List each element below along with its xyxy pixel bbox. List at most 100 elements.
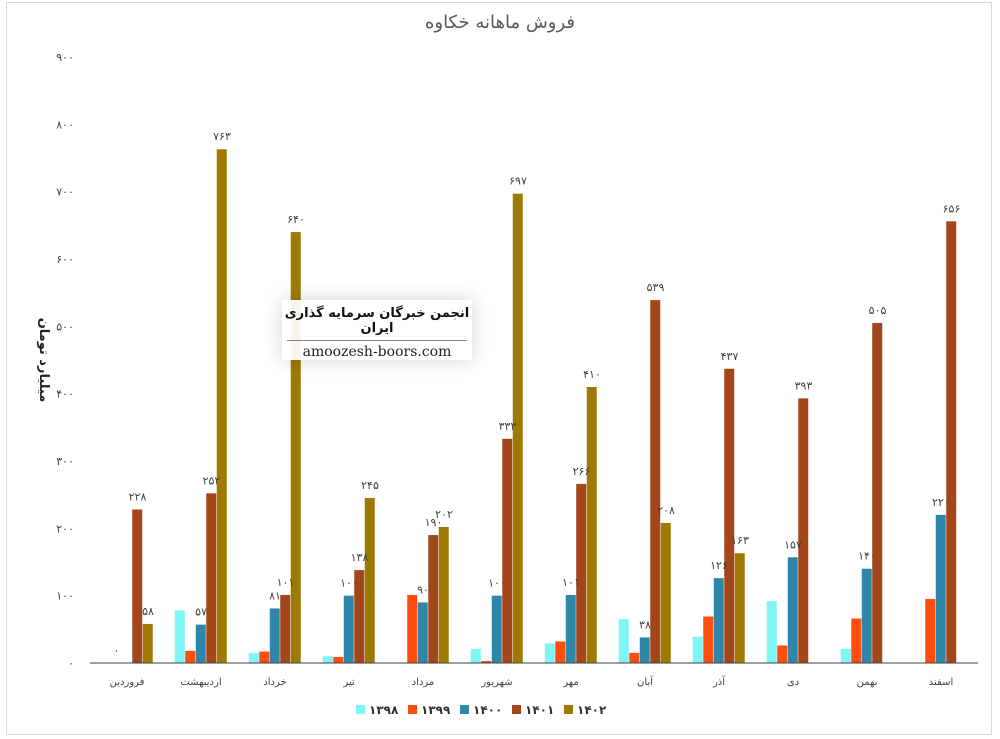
bar-9-series-3 (713, 578, 724, 663)
bar-2-series-2 (185, 650, 196, 663)
y-tick-label: ۲۰۰ (56, 522, 74, 535)
bar-8-series-2 (629, 652, 640, 663)
bar-3-series-4 (280, 594, 291, 663)
legend-label: ۱۴۰۰ (473, 703, 502, 717)
bar-12-series-4 (946, 221, 957, 663)
bar-10-series-4 (798, 398, 809, 663)
x-tick-label: فروردین (110, 677, 145, 688)
bar-3-series-1 (248, 652, 259, 663)
bar-2-series-5 (216, 149, 227, 663)
bar-6-series-5 (512, 193, 523, 664)
legend-swatch (408, 705, 417, 714)
bar-7-series-4 (576, 483, 587, 663)
data-label: ۱۵۷ (784, 538, 802, 551)
data-label: ۵۷ (195, 606, 207, 619)
bar-10-series-3 (787, 557, 798, 663)
bar-6-series-3 (491, 595, 502, 663)
bar-8-series-5 (660, 522, 671, 663)
data-label: ۳۸ (639, 618, 651, 631)
data-label: ۷۶۳ (213, 130, 231, 143)
bar-2-series-3 (195, 624, 206, 663)
data-label: ۲۲۰ (932, 496, 950, 509)
y-tick-label: ۰ (68, 657, 74, 670)
data-label: ۱۴۰ (858, 550, 876, 563)
watermark: انجمن خبرگان سرمایه گذاری ایران amoozesh… (282, 300, 472, 360)
legend-swatch (564, 705, 573, 714)
bar-5-series-2 (407, 594, 418, 663)
bar-11-series-3 (861, 568, 872, 663)
legend-swatch (512, 705, 521, 714)
y-tick-label: ۵۰۰ (56, 320, 74, 333)
x-tick-label: بهمن (857, 677, 878, 688)
bar-8-series-3 (639, 637, 650, 663)
data-label: ۲۰۸ (657, 504, 675, 517)
bar-6-series-1 (470, 648, 481, 663)
data-label: ۵۸ (142, 605, 154, 618)
bar-2-series-4 (206, 493, 217, 663)
data-label: ۱۰۱ (277, 576, 295, 589)
x-tick-label: دی (787, 677, 799, 688)
bar-4-series-5 (364, 498, 375, 663)
data-label: ۱۹۰ (425, 516, 443, 529)
bar-8-series-4 (650, 300, 661, 663)
bar-7-series-5 (586, 386, 597, 663)
legend-swatch (460, 705, 469, 714)
data-label: ۱۰۱ (562, 576, 580, 589)
legend-label: ۱۳۹۸ (369, 703, 399, 717)
data-label: ۴۳۷ (721, 350, 739, 363)
bar-3-series-5 (290, 232, 301, 664)
legend-swatch (356, 705, 365, 714)
data-label: ۱۲۶ (710, 559, 728, 572)
bar-7-series-3 (565, 594, 576, 663)
x-tick-label: آبان (637, 675, 654, 688)
x-tick-label: اردیبهشت (180, 677, 221, 688)
data-label: ۱۳۸ (351, 551, 369, 564)
bar-3-series-3 (269, 608, 280, 663)
x-tick-label: مرداد (412, 677, 435, 688)
data-label: ۵۳۹ (647, 281, 665, 294)
bar-4-series-4 (354, 570, 365, 663)
bar-9-series-1 (692, 636, 703, 663)
bar-10-series-1 (766, 601, 777, 663)
y-axis-label: میلیارد تومان (36, 318, 51, 403)
watermark-url: amoozesh-boors.com (302, 344, 452, 360)
bar-6-series-4 (502, 438, 513, 663)
bar-7-series-2 (555, 641, 566, 663)
bar-8-series-1 (618, 619, 629, 663)
data-label: ۶۵۶ (943, 202, 961, 215)
bar-6-series-2 (481, 660, 492, 663)
bar-1-series-4 (132, 509, 143, 663)
x-tick-label: مهر (562, 677, 578, 688)
bar-2-series-1 (174, 610, 185, 663)
y-tick-label: ۱۰۰ (56, 590, 74, 603)
bar-4-series-1 (322, 656, 333, 663)
bar-11-series-2 (851, 618, 862, 663)
bar-10-series-2 (777, 645, 788, 663)
x-tick-label: آذر (712, 675, 726, 688)
bar-1-series-5 (142, 623, 153, 663)
y-tick-label: ۹۰۰ (56, 51, 74, 64)
data-label: ۱۰۰ (340, 577, 358, 590)
x-tick-label: تیر (342, 677, 355, 688)
x-tick-label: اسفند (929, 677, 953, 688)
data-label: ۰ (114, 644, 120, 657)
legend-label: ۱۳۹۹ (421, 703, 451, 717)
data-label: ۶۹۷ (509, 175, 527, 188)
bar-5-series-4 (428, 535, 439, 663)
data-label: ۲۴۵ (361, 479, 379, 492)
data-label: ۲۵۲ (203, 474, 221, 487)
data-label: ۸۱ (269, 589, 281, 602)
x-tick-label: شهریور (480, 677, 512, 688)
legend-label: ۱۴۰۲ (577, 703, 607, 717)
x-tick-label: خرداد (263, 677, 286, 688)
bar-7-series-1 (544, 643, 555, 663)
bar-11-series-1 (840, 648, 851, 663)
chart-title: فروش ماهانه خکاوه (424, 12, 576, 33)
bar-12-series-2 (925, 599, 936, 663)
bar-5-series-5 (438, 526, 449, 663)
data-label: ۱۶۳ (731, 534, 749, 547)
bar-11-series-4 (872, 322, 883, 663)
y-tick-label: ۶۰۰ (56, 253, 74, 266)
legend-label: ۱۴۰۱ (525, 703, 554, 717)
